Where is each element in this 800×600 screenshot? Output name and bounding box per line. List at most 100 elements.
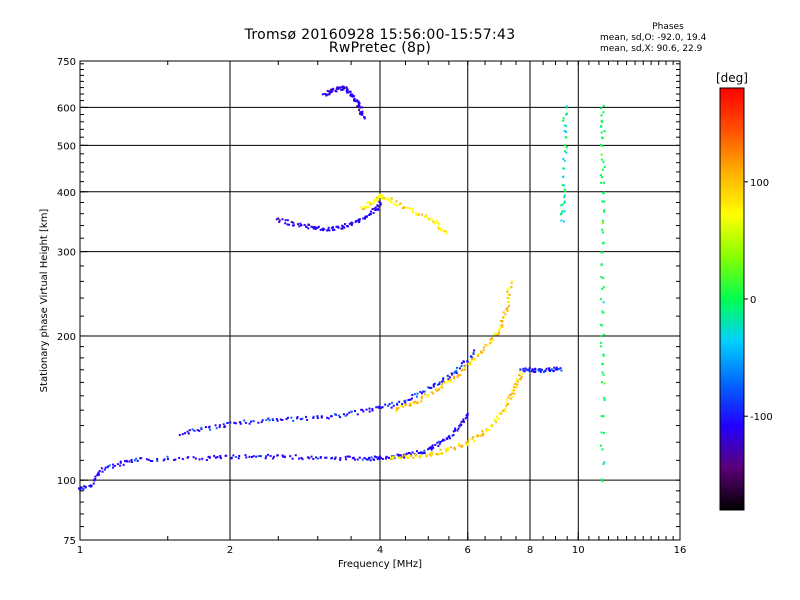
echo-point bbox=[447, 378, 450, 381]
echo-point bbox=[337, 87, 340, 90]
echo-point bbox=[379, 201, 382, 204]
echo-point bbox=[368, 457, 371, 460]
echo-point bbox=[509, 393, 512, 396]
echo-point bbox=[518, 374, 521, 377]
echo-point bbox=[163, 458, 166, 461]
echo-point bbox=[312, 416, 315, 419]
echo-point bbox=[505, 398, 508, 401]
echo-point bbox=[510, 280, 513, 283]
echo-point bbox=[603, 209, 606, 212]
echo-point bbox=[365, 408, 368, 411]
echo-point bbox=[326, 89, 329, 92]
echo-point bbox=[112, 466, 115, 469]
echo-point bbox=[444, 448, 447, 451]
echo-point bbox=[472, 352, 475, 355]
echo-point bbox=[96, 472, 99, 475]
echo-point bbox=[353, 410, 356, 413]
echo-point bbox=[237, 457, 240, 460]
echo-point bbox=[603, 165, 606, 168]
echo-point bbox=[83, 485, 86, 488]
echo-point bbox=[357, 103, 360, 106]
echo-point bbox=[384, 198, 387, 201]
echo-point bbox=[601, 287, 604, 290]
echo-point bbox=[244, 421, 247, 424]
echo-point bbox=[130, 458, 133, 461]
echo-point bbox=[485, 430, 488, 433]
echo-point bbox=[339, 416, 342, 419]
echo-point bbox=[460, 424, 463, 427]
echo-point bbox=[527, 369, 530, 372]
echo-point bbox=[481, 430, 484, 433]
echo-point bbox=[403, 456, 406, 459]
echo-point bbox=[367, 206, 370, 209]
echo-point bbox=[376, 204, 379, 207]
echo-point bbox=[107, 465, 110, 468]
echo-point bbox=[563, 129, 566, 132]
echo-point bbox=[198, 458, 201, 461]
echo-point bbox=[316, 226, 319, 229]
echo-point bbox=[565, 112, 568, 115]
echo-point bbox=[563, 124, 566, 127]
echo-point bbox=[475, 434, 478, 437]
echo-point bbox=[516, 383, 519, 386]
echo-point bbox=[351, 93, 354, 96]
echo-point bbox=[513, 392, 516, 395]
echo-point bbox=[601, 363, 604, 366]
echo-point bbox=[248, 422, 251, 425]
echo-point bbox=[455, 369, 458, 372]
echo-point bbox=[506, 296, 509, 299]
echo-point bbox=[376, 199, 379, 202]
echo-point bbox=[399, 405, 402, 408]
echo-point bbox=[473, 349, 476, 352]
echo-point bbox=[557, 368, 560, 371]
echo-point bbox=[381, 197, 384, 200]
echo-point bbox=[560, 369, 563, 372]
echo-point bbox=[601, 228, 604, 231]
echo-point bbox=[466, 442, 469, 445]
echo-point bbox=[315, 226, 318, 229]
echo-point bbox=[544, 369, 547, 372]
echo-point bbox=[603, 200, 606, 203]
echo-point bbox=[485, 428, 488, 431]
echo-point bbox=[509, 397, 512, 400]
echo-point bbox=[504, 407, 507, 410]
echo-point bbox=[343, 87, 346, 90]
echo-point bbox=[600, 478, 603, 481]
echo-point bbox=[272, 455, 275, 458]
echo-point bbox=[361, 112, 364, 115]
echo-point bbox=[433, 382, 436, 385]
echo-point bbox=[407, 452, 410, 455]
echo-point bbox=[399, 454, 402, 457]
echo-point bbox=[289, 455, 292, 458]
echo-point bbox=[337, 414, 340, 417]
echo-point bbox=[333, 413, 336, 416]
echo-point bbox=[410, 397, 413, 400]
echo-point bbox=[498, 417, 501, 420]
echo-point bbox=[472, 351, 475, 354]
echo-point bbox=[218, 426, 221, 429]
echo-point bbox=[500, 320, 503, 323]
echo-point bbox=[77, 487, 80, 490]
echo-point bbox=[365, 205, 368, 208]
echo-point bbox=[348, 455, 351, 458]
echo-point bbox=[432, 383, 435, 386]
echo-point bbox=[462, 420, 465, 423]
echo-point bbox=[499, 319, 502, 322]
echo-point bbox=[213, 454, 216, 457]
echo-point bbox=[562, 119, 565, 122]
echo-point bbox=[248, 455, 251, 458]
echo-point bbox=[409, 453, 412, 456]
echo-point bbox=[448, 376, 451, 379]
echo-point bbox=[272, 419, 275, 422]
echo-point bbox=[96, 474, 99, 477]
echo-point bbox=[451, 373, 454, 376]
echo-point bbox=[391, 401, 394, 404]
echo-point bbox=[407, 457, 410, 460]
echo-point bbox=[464, 368, 467, 371]
echo-point bbox=[214, 424, 217, 427]
echo-point bbox=[600, 431, 603, 434]
echo-point bbox=[391, 456, 394, 459]
echo-point bbox=[286, 223, 289, 226]
echo-point bbox=[375, 208, 378, 211]
echo-point bbox=[422, 451, 425, 454]
